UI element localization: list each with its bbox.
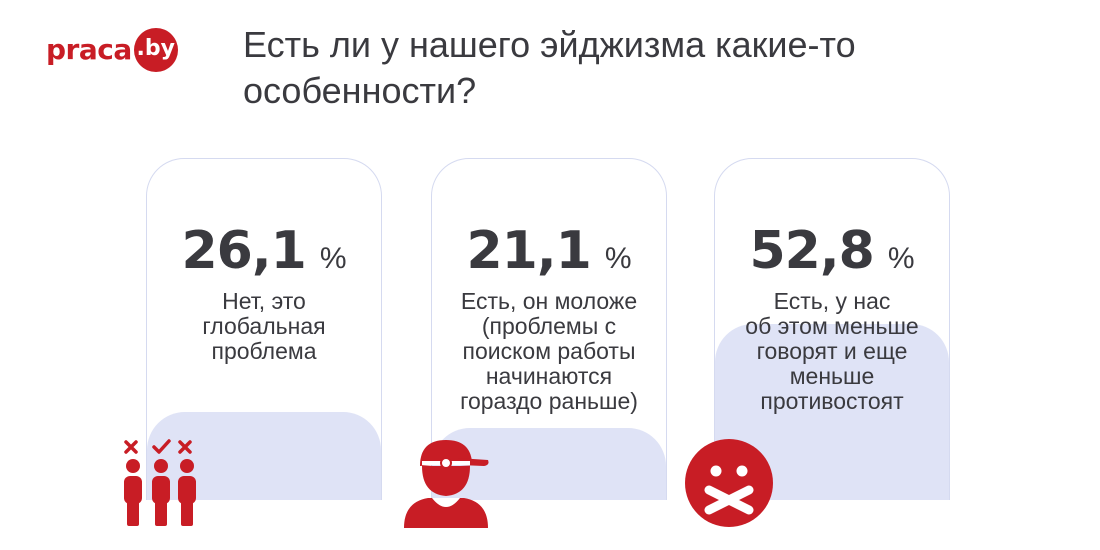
stat-description: Есть, у нас об этом меньше говорят и еще… (745, 288, 919, 414)
stat-number: 52,8 (749, 221, 875, 281)
stat-unit: % (604, 242, 632, 275)
stat-value: 26,1% (147, 221, 381, 281)
people-selection-icon (124, 439, 196, 526)
page-title: Есть ли у нашего эйджизма какие-то особе… (243, 24, 856, 111)
stat-description: Нет, это глобальная проблема (202, 288, 326, 364)
young-person-cap-icon (404, 440, 489, 528)
silenced-face-icon (685, 439, 773, 527)
brand-logo: praca .by (46, 28, 178, 72)
stat-unit: % (887, 242, 915, 275)
stat-number: 26,1 (181, 221, 307, 281)
stat-value: 21,1% (432, 221, 666, 281)
stat-description: Есть, он моложе (проблемы с поиском рабо… (460, 288, 638, 414)
stat-value: 52,8% (715, 221, 949, 281)
stat-number: 21,1 (466, 221, 592, 281)
logo-text: praca (46, 33, 132, 66)
stat-unit: % (319, 242, 347, 275)
stat-card-younger: 21,1% Есть, он моложе (проблемы с поиско… (431, 158, 667, 500)
logo-badge: .by (133, 28, 178, 72)
stat-card-global: 26,1% Нет, это глобальная проблема (146, 158, 382, 500)
